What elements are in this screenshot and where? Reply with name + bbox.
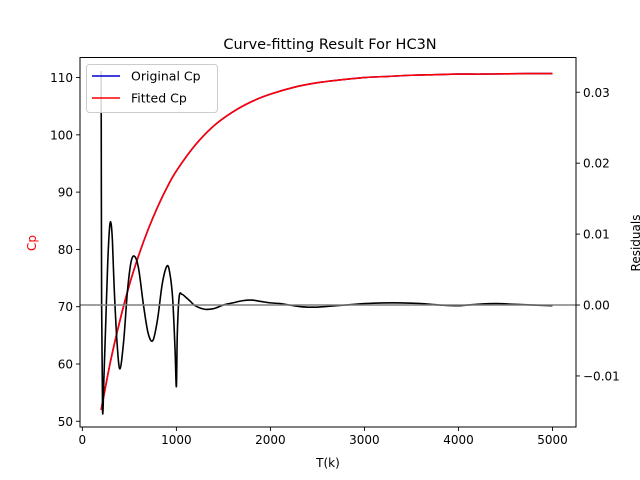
y-left-axis-label: Cp: [25, 235, 39, 251]
y-right-axis-label: Residuals: [629, 215, 640, 272]
y-right-tick-label: 0.03: [583, 86, 610, 100]
y-left-tick-label: 90: [58, 186, 73, 200]
series-layer: [80, 70, 576, 415]
x-tick-label: 5000: [537, 433, 568, 447]
chart-title: Curve-fitting Result For HC3N: [223, 37, 436, 53]
x-axis-label: T(k): [315, 456, 340, 470]
series-line-fitted-cp: [100, 72, 553, 410]
y-right-tick-label: 0.01: [583, 228, 610, 242]
legend-label-fitted-cp: Fitted Cp: [131, 91, 187, 106]
y-left-tick-label: 110: [50, 71, 73, 85]
x-tick-label: 2000: [255, 433, 286, 447]
y-left-tick-label: 70: [58, 300, 73, 314]
y-left-axis-ticks: 50 60 70 80 90 100 110: [50, 71, 80, 429]
y-left-tick-label: 50: [58, 415, 73, 429]
y-left-tick-label: 60: [58, 357, 73, 371]
axes-frame: [79, 57, 577, 428]
y-left-tick-label: 100: [50, 128, 73, 142]
x-tick-label: 3000: [349, 433, 380, 447]
series-line-residuals: [100, 70, 553, 415]
y-right-axis-ticks: −0.01 0.00 0.01 0.02 0.03: [576, 86, 620, 383]
legend: Original Cp Fitted Cp: [86, 64, 218, 113]
y-right-tick-label: −0.01: [583, 369, 620, 383]
y-right-tick-label: 0.00: [583, 299, 610, 313]
x-tick-label: 0: [79, 433, 87, 447]
plot-area: [80, 70, 576, 415]
x-axis-ticks: 0 1000 2000 3000 4000 5000: [79, 427, 568, 447]
y-left-tick-label: 80: [58, 243, 73, 257]
legend-label-original-cp: Original Cp: [131, 69, 201, 84]
y-right-tick-label: 0.02: [583, 157, 610, 171]
x-tick-label: 1000: [161, 433, 192, 447]
x-tick-label: 4000: [443, 433, 474, 447]
